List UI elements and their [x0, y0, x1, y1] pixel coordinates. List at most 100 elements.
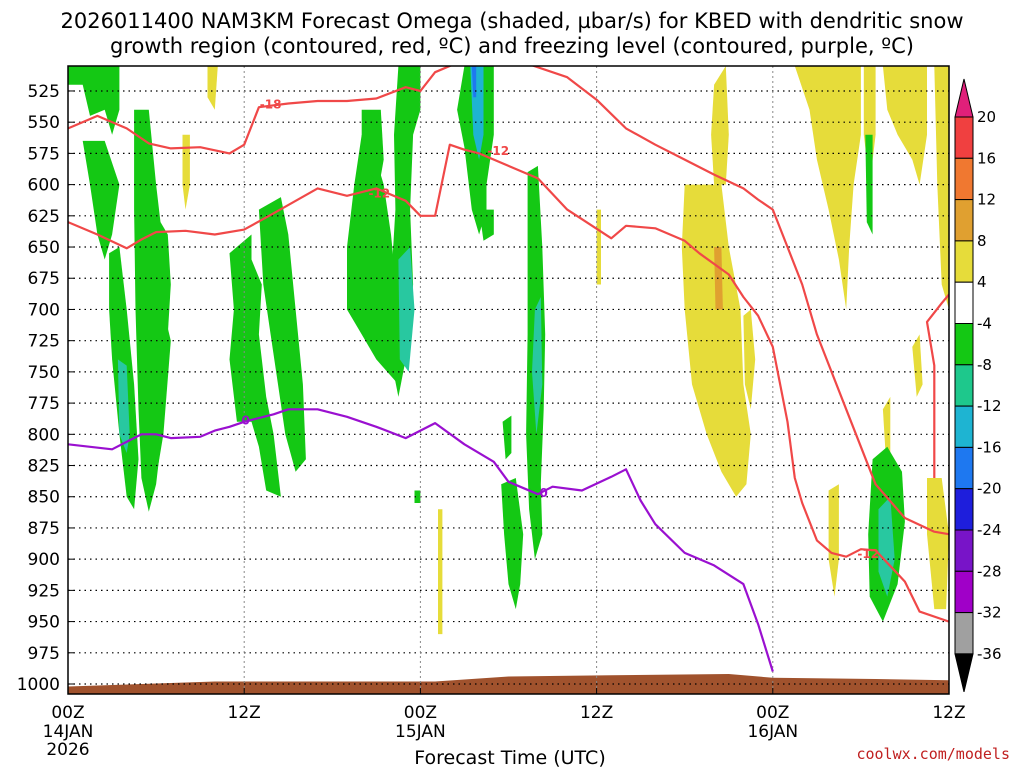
x-axis-label: Forecast Time (UTC) — [414, 747, 605, 768]
colorbar-label: -36 — [977, 645, 1002, 663]
y-tick-label: 975 — [28, 644, 60, 664]
colorbar-swatch — [954, 199, 974, 242]
shade-yellow — [934, 66, 949, 310]
shade-yellow — [711, 66, 729, 185]
y-tick-label: 775 — [28, 394, 60, 414]
shade-green — [361, 109, 384, 185]
shade-green — [229, 234, 281, 497]
shade-green — [145, 297, 171, 478]
shade-teal — [532, 297, 543, 435]
colorbar-swatch — [954, 364, 974, 407]
contour-line — [68, 66, 453, 155]
colorbar-swatch — [954, 240, 974, 283]
shade-yellow — [207, 66, 218, 110]
y-tick-label: 600 — [28, 176, 60, 196]
colorbar-swatch — [954, 323, 974, 366]
shade-green — [153, 209, 171, 335]
contour-line — [530, 66, 949, 536]
y-tick-label: 950 — [28, 613, 60, 633]
shade-teal — [878, 496, 895, 597]
shade-yellow — [882, 396, 891, 460]
shade-green — [865, 134, 873, 235]
shade-green — [347, 134, 403, 385]
plot-frame — [67, 65, 950, 695]
colorbar-label: -20 — [977, 480, 1002, 498]
chart-title-line1: 2026011400 NAM3KM Forecast Omega (shaded… — [60, 9, 963, 33]
y-tick-label: 575 — [28, 144, 60, 164]
temperature-contours — [68, 66, 949, 672]
shade-green — [502, 415, 512, 460]
x-tick-label: 00Z — [51, 703, 84, 723]
colorbar-swatch — [954, 157, 974, 201]
shade-green — [82, 140, 120, 260]
y-tick-label: 650 — [28, 238, 60, 258]
x-tick-label: 12Z — [228, 703, 261, 723]
shade-green — [457, 66, 494, 235]
y-tick-label: 725 — [28, 332, 60, 352]
shade-green — [501, 478, 524, 610]
contour-labels: -18 -12 -12 -12 0 0 — [241, 98, 879, 561]
shade-yellow — [743, 309, 756, 410]
contour-label: -12 — [487, 144, 509, 158]
y-tick-label: 825 — [28, 457, 60, 477]
colorbar-swatch — [954, 570, 974, 614]
x-tick-date: 14JAN — [43, 722, 94, 742]
shade-green — [414, 490, 421, 503]
shade-yellow — [681, 184, 751, 497]
grid-lines — [67, 66, 950, 694]
colorbar-swatch — [954, 405, 974, 448]
colorbar-swatch — [954, 529, 974, 572]
colorbar-swatch — [954, 612, 974, 655]
shade-yellow — [927, 478, 949, 610]
contour-label: 0 — [241, 414, 249, 428]
colorbar-label: 12 — [977, 191, 996, 209]
y-tick-label: 925 — [28, 581, 60, 601]
y-tick-label: 550 — [28, 113, 60, 133]
colorbar-swatch — [954, 446, 974, 490]
contour-line — [68, 408, 774, 672]
x-tick-label: 00Z — [756, 703, 789, 723]
y-axis-ticks: 525 550 575 600 625 650 675 700 725 750 775 800 825 8… — [17, 82, 74, 695]
colorbar-label: -8 — [977, 356, 992, 374]
colorbar: 20 16 12 8 4 -4 -8 -12 -16 -20 -24 -28 -32 -36 — [954, 78, 1002, 693]
shade-green — [391, 66, 421, 397]
colorbar-arrow-top — [954, 78, 974, 118]
shade-yellow — [182, 134, 190, 210]
colorbar-swatch — [954, 116, 974, 159]
chart-title-line2: growth region (contoured, red, ºC) and f… — [110, 34, 914, 58]
y-tick-label: 675 — [28, 269, 60, 289]
x-tick-label: 12Z — [932, 703, 965, 723]
colorbar-label: 16 — [977, 149, 996, 167]
colorbar-label: 4 — [977, 273, 987, 291]
colorbar-swatch — [954, 488, 974, 531]
y-tick-label: 700 — [28, 300, 60, 320]
omega-shading — [68, 66, 949, 694]
x-tick-date: 16JAN — [747, 722, 798, 742]
shade-yellow — [438, 509, 443, 635]
y-tick-label: 850 — [28, 488, 60, 508]
credit-text: coolwx.com/models — [856, 745, 1010, 763]
y-tick-label: 1000 — [17, 675, 60, 695]
contour-line — [68, 143, 949, 623]
shade-teal — [117, 359, 130, 453]
colorbar-label: -4 — [977, 315, 992, 333]
colorbar-label: -24 — [977, 521, 1002, 539]
y-tick-label: 800 — [28, 425, 60, 445]
colorbar-label: -32 — [977, 604, 1002, 622]
colorbar-label: 20 — [977, 108, 996, 126]
contour-label: -12 — [857, 547, 879, 561]
colorbar-label: -28 — [977, 562, 1002, 580]
colorbar-swatch — [954, 281, 974, 325]
y-tick-label: 525 — [28, 82, 60, 102]
x-tick-label: 12Z — [580, 703, 613, 723]
y-tick-label: 875 — [28, 519, 60, 539]
x-tick-date: 15JAN — [395, 722, 446, 742]
y-tick-label: 750 — [28, 363, 60, 383]
x-tick-year: 2026 — [46, 740, 89, 760]
colorbar-label: -12 — [977, 397, 1002, 415]
contour-line — [925, 293, 949, 478]
shade-yellow — [828, 484, 839, 597]
contour-label: -18 — [260, 98, 282, 112]
contour-label: -12 — [368, 186, 390, 200]
